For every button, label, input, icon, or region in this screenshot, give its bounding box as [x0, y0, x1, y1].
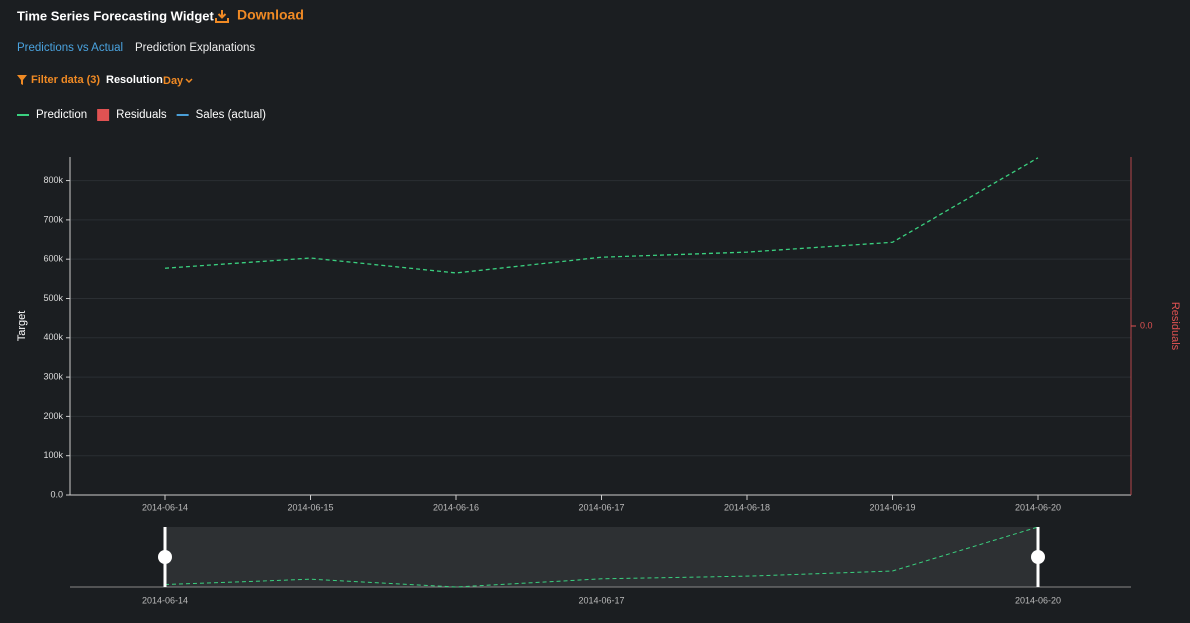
widget-title: Time Series Forecasting Widget: [17, 8, 215, 23]
resolution-label: Resolution: [106, 74, 163, 86]
navigator-tick-label: 2014-06-20: [1015, 595, 1061, 605]
y-tick-label: 500k: [43, 293, 63, 303]
legend-label: Sales (actual): [196, 109, 266, 121]
y-tick-label: 100k: [43, 450, 63, 460]
handle-knob: [1031, 550, 1045, 564]
legend: Prediction Residuals Sales (actual): [17, 109, 266, 121]
navigator-window: [165, 527, 1038, 587]
download-button[interactable]: Download: [215, 7, 304, 23]
filter-label: Filter data (3): [31, 74, 100, 86]
filter-button[interactable]: Filter data (3): [17, 74, 100, 86]
y2-axis-title: Residuals: [1169, 302, 1181, 351]
resolution-value: Day: [163, 75, 184, 87]
chevron: [185, 78, 193, 84]
navigator-line: [164, 526, 1039, 588]
x-tick-label: 2014-06-14: [142, 502, 188, 512]
y-tick-label: 300k: [43, 371, 63, 381]
x-tick-label: 2014-06-19: [869, 502, 915, 512]
y-tick-label: 400k: [43, 332, 63, 342]
x-tick-label: 2014-06-15: [287, 502, 333, 512]
y-tick-label: 600k: [43, 254, 63, 264]
resolution-select[interactable]: Day: [163, 75, 193, 87]
tab[interactable]: Predictions vs Actual: [17, 42, 123, 54]
handle-knob: [158, 550, 172, 564]
tab[interactable]: Prediction Explanations: [135, 42, 255, 54]
x-tick-label: 2014-06-17: [578, 502, 624, 512]
filter-icon: [17, 75, 27, 85]
legend-label: Residuals: [116, 109, 167, 121]
y-tick-label: 800k: [43, 175, 63, 185]
navigator-tick-label: 2014-06-17: [578, 595, 624, 605]
x-tick-label: 2014-06-20: [1015, 502, 1061, 512]
download-label: Download: [237, 7, 304, 23]
navigator-tick-label: 2014-06-14: [142, 595, 188, 605]
y-tick-label: 700k: [43, 214, 63, 224]
y2-tick-label: 0.0: [1140, 320, 1153, 330]
navigator-handle[interactable]: [158, 527, 172, 587]
y-tick-label: 200k: [43, 411, 63, 421]
legend-label: Prediction: [36, 109, 87, 121]
y-tick-label: 0.0: [50, 489, 63, 499]
y-axis-title: Target: [16, 311, 28, 342]
x-tick-label: 2014-06-16: [433, 502, 479, 512]
navigator-handle[interactable]: [1031, 527, 1045, 587]
series-line: [164, 157, 1039, 274]
x-tick-label: 2014-06-18: [724, 502, 770, 512]
download-icon: [215, 10, 229, 23]
legend-swatch: [97, 109, 110, 121]
plot: 0.0 100k 200k 300k 400k 500k 600k 700k 800k 0.0 Ta…: [16, 157, 1181, 605]
